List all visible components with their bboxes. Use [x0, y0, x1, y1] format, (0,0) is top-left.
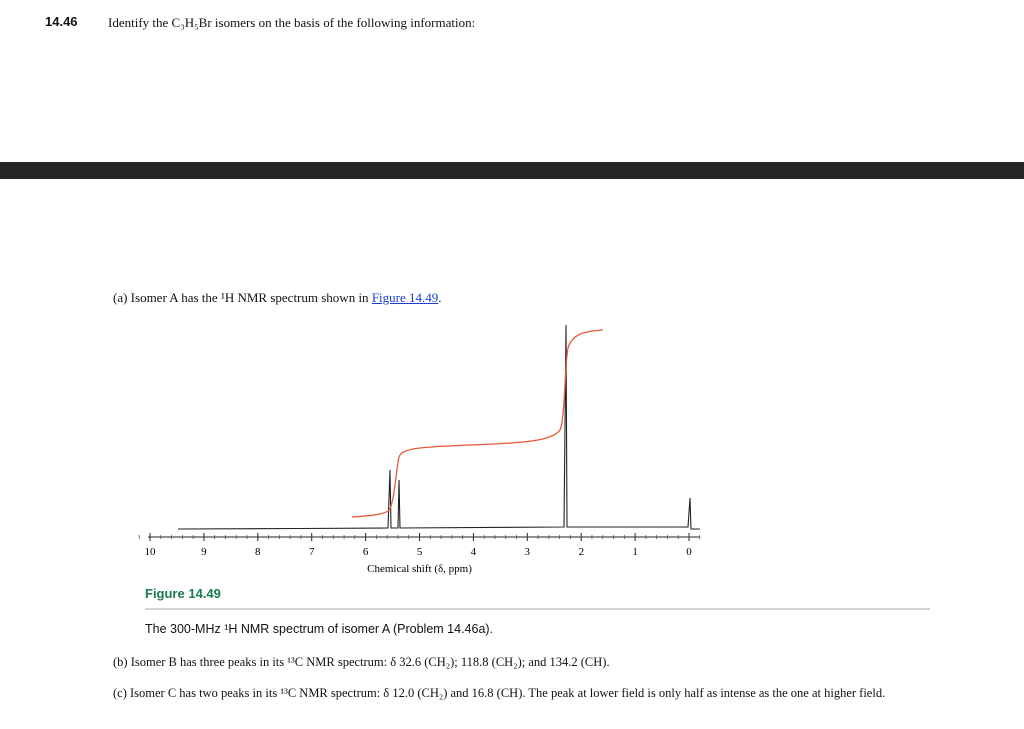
- part-b: (b) Isomer B has three peaks in its ¹³C …: [113, 655, 610, 669]
- divider-bar: [0, 162, 1024, 179]
- tick-label: 8: [255, 546, 261, 558]
- figure-title: Figure 14.49: [145, 586, 221, 601]
- tick-label: 10: [145, 546, 157, 558]
- integral-curve: [351, 329, 604, 518]
- part-c: (c) Isomer C has two peaks in its ¹³C NM…: [113, 686, 886, 700]
- problem-text: Identify the C₃H₅Br isomers on the basis…: [108, 15, 476, 30]
- tick-label: 6: [363, 546, 369, 558]
- tick-label: 1: [632, 546, 638, 558]
- spectrum: [177, 324, 700, 530]
- tick-label: 9: [201, 546, 207, 558]
- tick-label: 3: [525, 546, 531, 558]
- tick-label: 0: [686, 546, 692, 558]
- spectrum-trace: [177, 324, 700, 530]
- tick-label: 5: [417, 546, 423, 558]
- tick-label: 7: [309, 546, 315, 558]
- figure-caption: The 300-MHz ¹H NMR spectrum of isomer A …: [145, 622, 494, 636]
- axis-label: Chemical shift (δ, ppm): [367, 563, 472, 575]
- part-a-end: .: [438, 290, 442, 305]
- problem-number: 14.46: [45, 14, 78, 29]
- tick-label: 2: [578, 546, 584, 558]
- part-a-text: (a) Isomer A has the ¹H NMR spectrum sho…: [113, 290, 372, 305]
- part-a: (a) Isomer A has the ¹H NMR spectrum sho…: [113, 290, 442, 306]
- figure-link[interactable]: Figure 14.49: [371, 290, 439, 305]
- tick-label: 4: [471, 546, 477, 558]
